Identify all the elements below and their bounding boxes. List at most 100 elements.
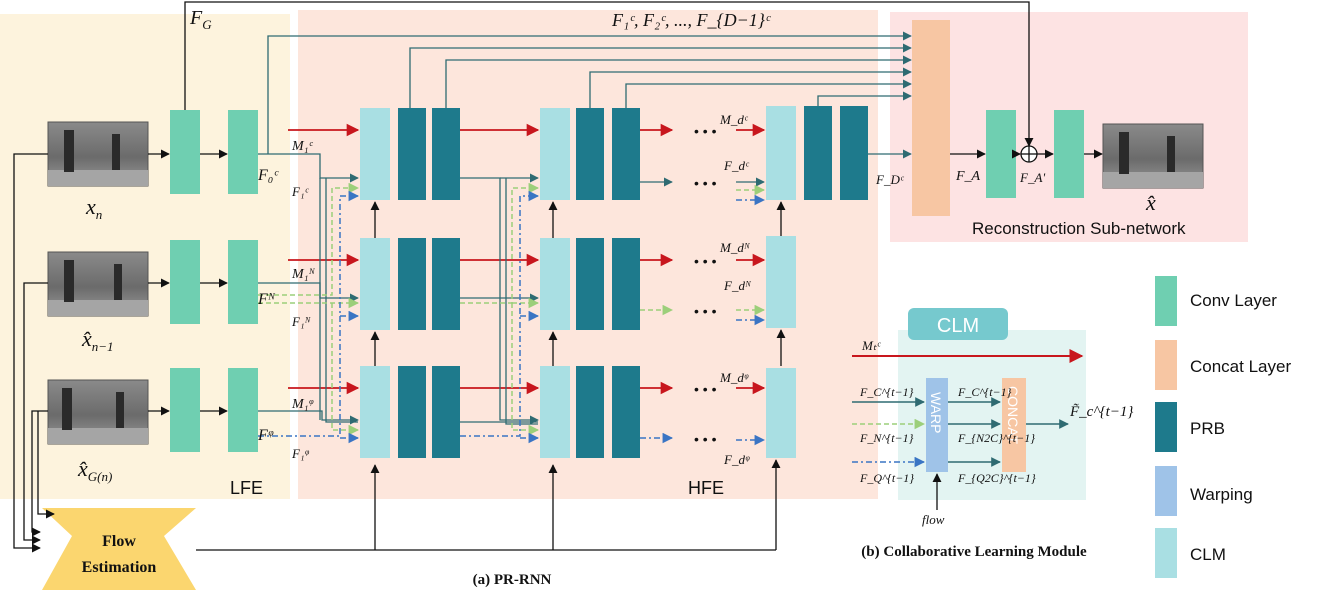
label-fa-prime: F_A'	[1019, 170, 1045, 185]
prb-block-c1a	[398, 108, 426, 200]
prb-block-n1a	[398, 238, 426, 330]
label-hfe: HFE	[688, 478, 724, 498]
lfe-conv-1	[170, 110, 200, 194]
label-output: x̂	[1145, 190, 1156, 215]
flow-label-1: Flow	[102, 533, 136, 550]
legend-label-concat: Concat Layer	[1190, 357, 1291, 376]
clm-block-nd	[766, 236, 796, 328]
legend-swatch-clm	[1155, 528, 1177, 578]
clm-block-qd	[766, 368, 796, 458]
label-xn-1: x̂n−1	[81, 326, 114, 354]
prb-block-n2a	[576, 238, 604, 330]
dots-q-top: • • •	[694, 381, 717, 397]
label-mdq: M_dᵠ	[719, 370, 749, 385]
label-fn: Fᴺ	[257, 291, 276, 308]
label-m1q: M₁ᵠ	[291, 397, 314, 412]
clm-flow: flow	[922, 512, 945, 527]
frame-output	[1102, 123, 1204, 189]
flow-label-2: Estimation	[82, 559, 157, 576]
clm-concat-label: CONCAT	[1005, 386, 1021, 445]
label-m1c: M₁ᶜ	[291, 139, 314, 154]
prb-block-n1b	[432, 238, 460, 330]
lfe-conv-4	[228, 240, 258, 324]
label-fq: Fᵠ	[257, 427, 274, 444]
legend-label-warping: Warping	[1190, 485, 1253, 504]
prb-block-c2a	[576, 108, 604, 200]
clm-block-c2	[540, 108, 570, 200]
legend-swatch-prb	[1155, 402, 1177, 452]
prb-block-q1a	[398, 366, 426, 458]
legend-label-prb: PRB	[1190, 419, 1225, 438]
clm-block-cd	[766, 106, 796, 200]
clm-fq-in: F_Q^{t−1}	[859, 471, 914, 485]
lfe-conv-3	[170, 240, 200, 324]
label-mdn: M_dᴺ	[719, 240, 751, 255]
clm-fn-out: F_{N2C}^{t−1}	[957, 431, 1035, 445]
clm-block-c1	[360, 108, 390, 200]
legend-label-clm: CLM	[1190, 545, 1226, 564]
flow-estimation-box	[42, 508, 196, 590]
label-fdc-out: F_Dᶜ	[875, 172, 905, 187]
prb-block-q2b	[612, 366, 640, 458]
clm-block-q1	[360, 366, 390, 458]
prb-block-c2b	[612, 108, 640, 200]
label-fdn: F_dᴺ	[723, 278, 752, 293]
clm-fc-in: F_C^{t−1}	[859, 385, 914, 399]
label-f1n: F₁ᴺ	[291, 314, 311, 329]
legend-swatch-conv	[1155, 276, 1177, 326]
clm-warp-block	[926, 378, 948, 472]
frame-xn-1	[47, 251, 149, 317]
clm-block-n2	[540, 238, 570, 330]
clm-block-n1	[360, 238, 390, 330]
frame-xn	[47, 121, 149, 187]
label-mdc: M_dᶜ	[719, 112, 749, 127]
prb-block-cda	[804, 106, 832, 200]
clm-mtc: Mₜᶜ	[861, 338, 882, 353]
label-fdq: F_dᵠ	[723, 452, 750, 467]
prb-block-c1b	[432, 108, 460, 200]
clm-concat-block	[1002, 378, 1026, 472]
dots-c-bottom: • • •	[694, 175, 717, 191]
prb-block-q2a	[576, 366, 604, 458]
clm-title-box	[908, 308, 1008, 340]
dots-n-top: • • •	[694, 253, 717, 269]
caption-a: (a) PR-RNN	[473, 572, 552, 588]
label-fdc: F_dᶜ	[723, 158, 750, 173]
label-m1n: M₁ᴺ	[291, 267, 316, 282]
label-xn: xn	[85, 194, 102, 222]
label-fg: FG	[189, 7, 212, 32]
clm-fc-out: F_C^{t−1}	[957, 385, 1012, 399]
lfe-conv-5	[170, 368, 200, 452]
clm-warp-label: WARP	[928, 392, 944, 433]
clm-fn-in: F_N^{t−1}	[859, 431, 914, 445]
lfe-conv-6	[228, 368, 258, 452]
legend-swatch-warping	[1155, 466, 1177, 516]
label-f1c: F₁ᶜ	[291, 184, 309, 199]
label-concat-list: F₁ᶜ, F₂ᶜ, ..., F_{D−1}ᶜ	[611, 10, 771, 30]
prb-block-n2b	[612, 238, 640, 330]
lfe-conv-2	[228, 110, 258, 194]
clm-title: CLM	[937, 315, 979, 337]
clm-fq-out: F_{Q2C}^{t−1}	[957, 471, 1036, 485]
recon-conv-1	[986, 110, 1016, 198]
prb-block-cdb	[840, 106, 868, 200]
clm-block-q2	[540, 366, 570, 458]
label-fa: F_A	[955, 169, 981, 184]
dots-n-bottom: • • •	[694, 303, 717, 319]
label-recon: Reconstruction Sub-network	[972, 219, 1186, 238]
dots-c-top: • • •	[694, 123, 717, 139]
legend: Conv Layer Concat Layer PRB Warping CLM	[1155, 276, 1291, 578]
concat-layer	[912, 20, 950, 216]
label-xg: x̂G(n)	[77, 456, 112, 484]
clm-detail: CLM Mₜᶜ WARP CONCAT F_C^{t−1} F_N^{t−1} …	[852, 308, 1133, 527]
dots-q-bottom: • • •	[694, 431, 717, 447]
label-f0c: F₀ᶜ	[257, 167, 279, 184]
legend-label-conv: Conv Layer	[1190, 291, 1277, 310]
caption-b: (b) Collaborative Learning Module	[861, 544, 1087, 560]
prb-block-q1b	[432, 366, 460, 458]
clm-result: F̃_c^{t−1}	[1069, 404, 1133, 420]
frame-xg	[47, 379, 149, 445]
legend-swatch-concat	[1155, 340, 1177, 390]
recon-conv-2	[1054, 110, 1084, 198]
